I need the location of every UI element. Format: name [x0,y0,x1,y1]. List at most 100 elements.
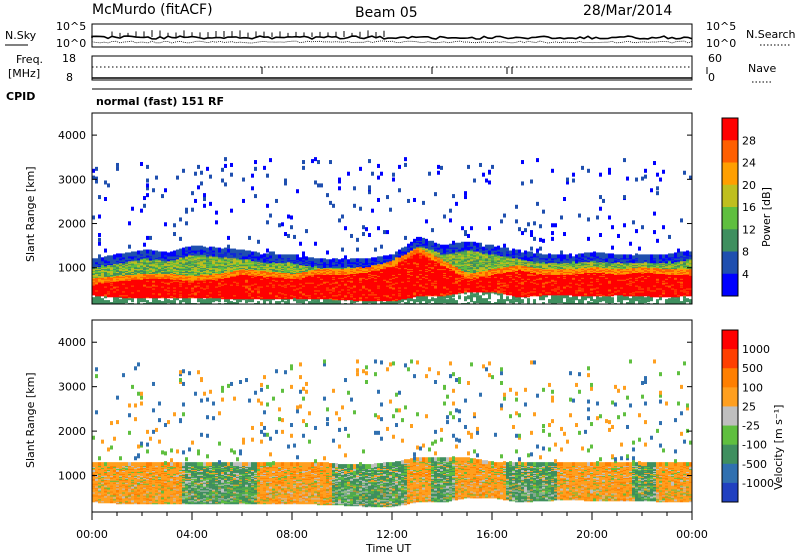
power-cell [98,233,101,237]
beam-title: Beam 05 [355,5,418,21]
power-cell [119,299,122,303]
power-cell [398,165,401,169]
power-cell [155,176,158,180]
power-cell [239,250,242,254]
power-cell [275,254,278,258]
noise-tick-left-bottom: 10^0 [56,37,86,50]
power-cell [122,253,125,257]
power-cell [242,250,245,254]
power-cell [266,253,269,257]
power-cell [320,258,323,262]
power-cell [158,251,161,255]
nave-tick-top: 60 [708,52,722,65]
power-cell [359,207,362,211]
power-cell [317,183,320,187]
power-cell [242,178,245,182]
power-cell [107,255,110,259]
freq-blips [262,67,707,74]
power-cell [224,248,227,252]
power-cell [314,258,317,262]
power-cell [308,257,311,261]
power-cell [368,258,371,262]
power-cell [146,236,149,240]
power-cell [377,226,380,230]
freq-tick-top: 18 [62,52,76,65]
date-title: 28/Mar/2014 [583,3,672,19]
power-cell [281,254,284,258]
power-cell [104,180,107,184]
power-cell [245,251,248,255]
power-cell [176,250,179,254]
power-cell [344,255,347,259]
power-cell [269,251,272,255]
power-cell [257,252,260,256]
power-cell [254,167,257,171]
freq-panel: Freq. [MHz] 18 8 60 0 Nave [8,52,776,84]
power-cell [326,251,329,255]
power-cell [392,178,395,182]
power-cell [134,251,137,255]
power-cell [146,165,149,169]
power-cell [251,174,254,178]
power-cell [197,165,200,169]
nsky-trace [92,36,692,39]
power-cell [314,242,317,246]
power-cell [386,230,389,234]
power-cell [389,208,392,212]
power-cell [353,258,356,262]
power-cell [380,172,383,176]
power-cell [203,204,206,208]
power-cell [185,247,188,251]
power-cell [101,257,104,261]
power-cell [236,250,239,254]
power-cell [365,227,368,231]
power-cell [251,251,254,255]
power-cell [356,258,359,262]
power-cell [128,221,131,225]
power-cell [341,248,344,252]
power-cell [194,172,197,176]
power-cell [299,242,302,246]
power-cell [206,248,209,252]
power-cell [362,258,365,262]
power-cell [317,160,320,164]
power-cell [377,176,380,180]
power-cell [254,160,257,164]
power-cell [386,195,389,199]
power-cell [284,232,287,236]
power-cell [149,250,152,254]
power-cell [197,185,200,189]
power-cell [230,163,233,167]
power-cell [212,247,215,251]
power-cell [317,258,320,262]
power-cell [179,217,182,221]
power-cell [185,221,188,225]
power-cell [143,243,146,247]
power-cell [194,246,197,250]
power-cell [263,166,266,170]
power-cell [362,232,365,236]
power-cell [227,249,230,253]
power-cell [362,225,365,229]
power-cell [107,183,110,187]
power-cell [368,185,371,189]
power-cell [146,193,149,197]
power-cell [356,238,359,242]
power-cell [164,251,167,255]
power-cell [371,257,374,261]
power-cell [350,234,353,238]
power-cell [140,162,143,166]
power-cell [266,249,269,253]
power-cell [371,209,374,213]
power-cell [104,256,107,260]
power-cell [383,230,386,234]
power-cell [332,258,335,262]
power-cell [302,166,305,170]
power-cell [215,248,218,252]
power-cell [254,251,257,255]
power-cell [398,188,401,192]
power-cell [116,163,119,167]
power-cell [266,204,269,208]
